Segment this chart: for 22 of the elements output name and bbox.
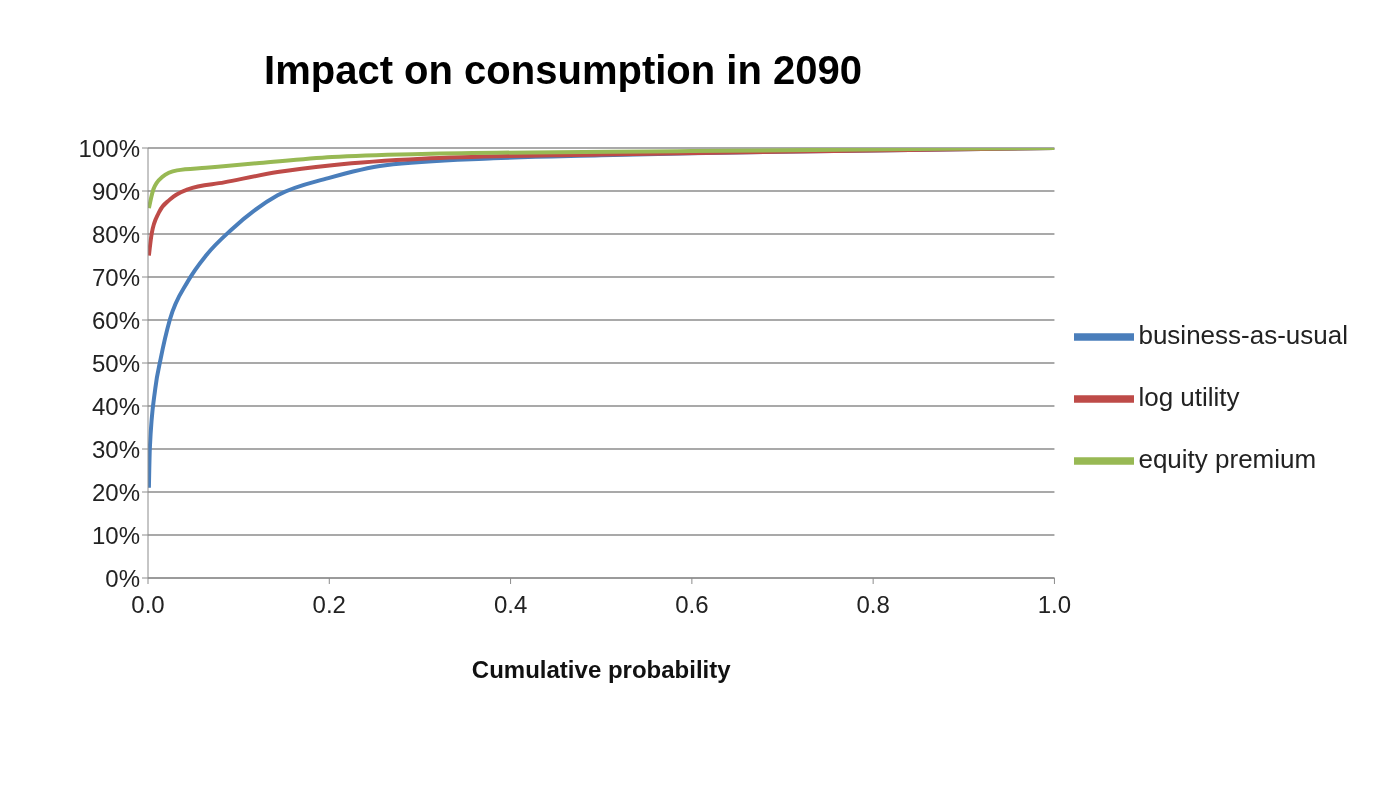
y-tick-label: 20% <box>91 478 140 506</box>
y-tick-label: 50% <box>91 349 140 377</box>
x-tick-label: 0.6 <box>675 591 709 619</box>
x-tick-label: 0.4 <box>493 591 528 619</box>
y-tick-label: 0% <box>105 564 140 592</box>
x-tick-label: 0.8 <box>856 591 890 619</box>
legend-label: business-as-usual <box>1138 319 1348 350</box>
legend-label: log utility <box>1138 381 1240 412</box>
y-tick-label: 60% <box>91 306 140 334</box>
y-tick-label: 90% <box>91 177 140 205</box>
y-tick-label: 30% <box>91 435 140 463</box>
x-axis-title: Cumulative probability <box>471 656 732 683</box>
legend-label: equity premium <box>1138 444 1317 475</box>
chart-title: Impact on consumption in 2090 <box>263 47 863 92</box>
y-tick-label: 10% <box>91 521 140 549</box>
y-tick-label: 100% <box>78 134 140 162</box>
y-tick-label: 40% <box>91 392 140 420</box>
x-tick-label: 0.0 <box>131 591 165 619</box>
x-tick-label: 0.2 <box>312 591 346 619</box>
y-tick-label: 70% <box>91 263 140 291</box>
x-tick-label: 1.0 <box>1037 591 1072 619</box>
y-tick-label: 80% <box>91 220 140 248</box>
